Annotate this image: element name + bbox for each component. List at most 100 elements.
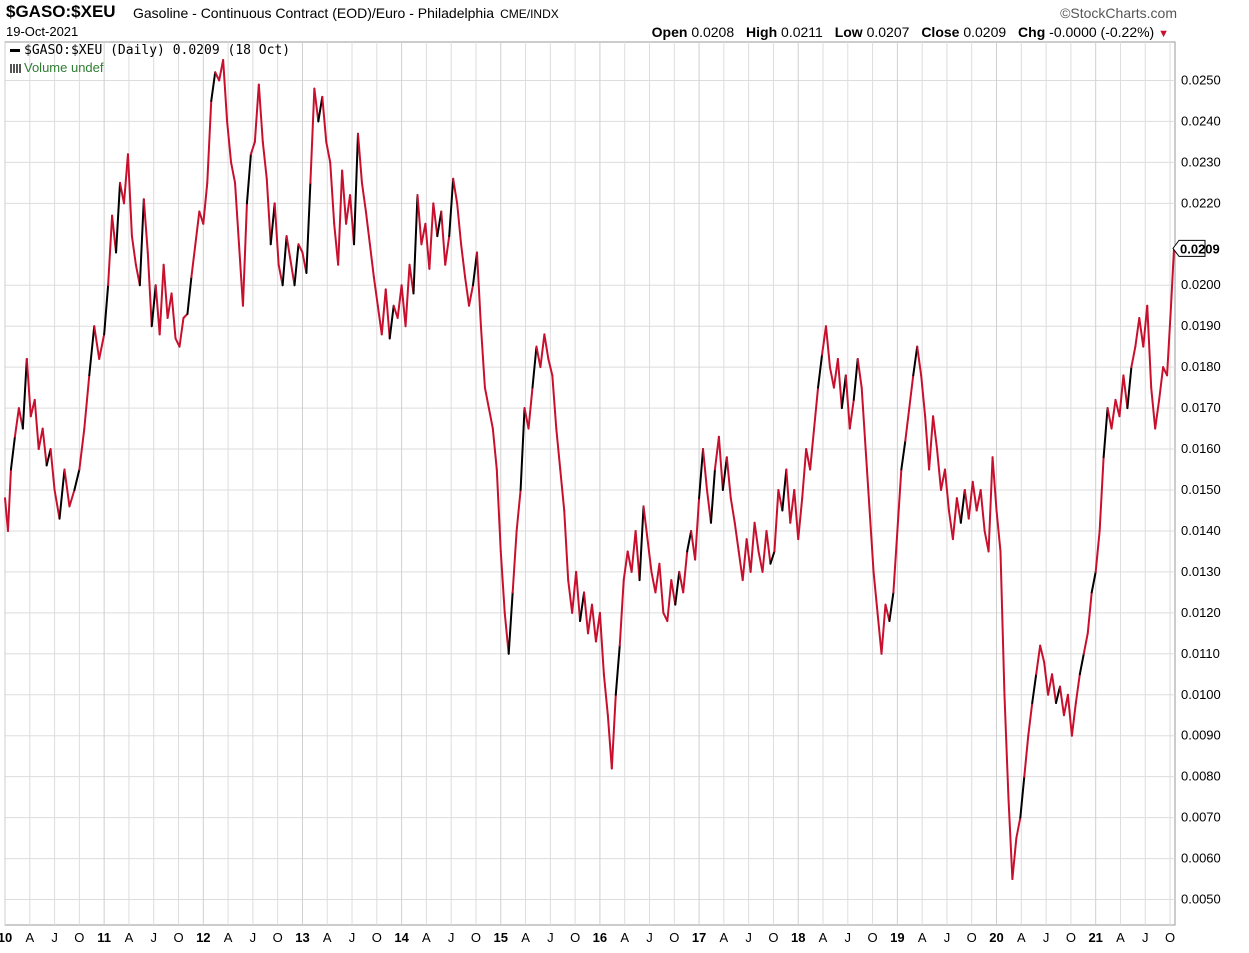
price-segment [567, 579, 574, 614]
price-segment [610, 693, 617, 770]
price-segment [440, 210, 447, 266]
price-segment [614, 644, 621, 696]
price-segment [848, 398, 855, 430]
price-segment [226, 120, 233, 164]
price-segment [868, 509, 875, 573]
price-segment [539, 333, 546, 369]
y-tick-label: 0.0080 [1181, 769, 1221, 784]
price-segment [840, 374, 847, 410]
y-tick-label: 0.0160 [1181, 441, 1221, 456]
price-segment [428, 202, 435, 270]
x-tick-label: J [1043, 930, 1050, 945]
price-segment [1170, 247, 1176, 307]
price-segment [686, 529, 693, 553]
price-segment [817, 353, 824, 389]
price-segment [991, 456, 998, 512]
price-segment [1122, 374, 1129, 410]
close-label: Close [921, 24, 960, 40]
x-tick-label: J [547, 930, 554, 945]
x-tick-label: O [173, 930, 183, 945]
price-segment [241, 202, 248, 307]
price-segment [1031, 673, 1038, 704]
price-segment [162, 263, 169, 319]
price-segment [1082, 632, 1089, 655]
volume-legend-text: Volume undef [24, 60, 104, 75]
x-tick-label: 10 [0, 930, 12, 945]
close-value: 0.0209 [963, 24, 1007, 40]
price-segment [947, 509, 954, 541]
price-segment [491, 427, 498, 471]
price-segment [475, 251, 482, 328]
x-tick-label: A [1116, 930, 1125, 945]
price-segment [170, 292, 177, 340]
x-tick-label: A [521, 930, 530, 945]
price-segment [928, 415, 935, 471]
price-segment [432, 202, 439, 238]
price-segment [1003, 693, 1010, 799]
price-segment [1019, 775, 1026, 819]
price-segment [202, 181, 209, 225]
x-tick-label: J [349, 930, 356, 945]
price-segment [356, 132, 363, 184]
price-segment [587, 603, 593, 635]
y-tick-label: 0.0230 [1181, 154, 1221, 169]
x-tick-label: J [51, 930, 58, 945]
price-segment [959, 489, 966, 524]
y-tick-label: 0.0100 [1181, 687, 1221, 702]
price-segment [559, 468, 566, 512]
price-segment [111, 214, 118, 254]
price-segment [495, 468, 502, 553]
price-segment [368, 243, 375, 279]
x-tick-label: J [1142, 930, 1149, 945]
price-segment [37, 427, 44, 451]
y-tick-label: 0.0120 [1181, 605, 1221, 620]
price-segment [971, 480, 978, 512]
price-segment [1027, 701, 1034, 737]
x-tick-label: A [918, 930, 927, 945]
price-segment [289, 259, 296, 287]
price-segment [238, 243, 244, 307]
price-segment [234, 181, 240, 246]
x-tick-label: 11 [97, 930, 111, 945]
price-segment [58, 468, 66, 520]
price-segment [769, 550, 776, 565]
price-segment [793, 489, 800, 541]
price-segment [400, 284, 407, 328]
source-credit[interactable]: ©StockCharts.com [1060, 5, 1177, 21]
x-tick-label: A [819, 930, 828, 945]
price-segment [967, 480, 974, 520]
price-segment [384, 288, 391, 340]
price-segment [126, 153, 133, 238]
price-segment [33, 398, 40, 451]
price-segment [725, 456, 732, 500]
x-tick-label: J [646, 930, 653, 945]
x-tick-label: O [471, 930, 481, 945]
price-segment [852, 357, 859, 401]
price-segment [1110, 398, 1117, 430]
x-tick-label: O [868, 930, 878, 945]
x-tick-label: A [720, 930, 729, 945]
price-segment [809, 427, 816, 471]
price-segment [245, 153, 252, 205]
price-segment [53, 489, 61, 520]
price-segment [261, 140, 268, 180]
price-segment [1035, 644, 1042, 676]
price-segment [880, 603, 887, 655]
price-segment [642, 505, 649, 541]
x-tick-label: 13 [295, 930, 309, 945]
volume-bars-icon [10, 64, 22, 74]
price-segment [1070, 701, 1077, 737]
price-segment [337, 169, 344, 266]
price-segment [856, 357, 863, 389]
x-tick-label: J [845, 930, 852, 945]
price-segment [73, 468, 81, 491]
price-segment [872, 570, 879, 614]
price-segment [273, 202, 280, 266]
y-tick-label: 0.0140 [1181, 523, 1221, 538]
high-label: High [746, 24, 778, 40]
price-segment [41, 427, 48, 467]
price-segment [257, 83, 264, 143]
legend-series-text: $GASO:$XEU (Daily) 0.0209 (18 Oct) [24, 43, 291, 58]
price-segment [571, 570, 578, 614]
price-segment [222, 59, 229, 123]
